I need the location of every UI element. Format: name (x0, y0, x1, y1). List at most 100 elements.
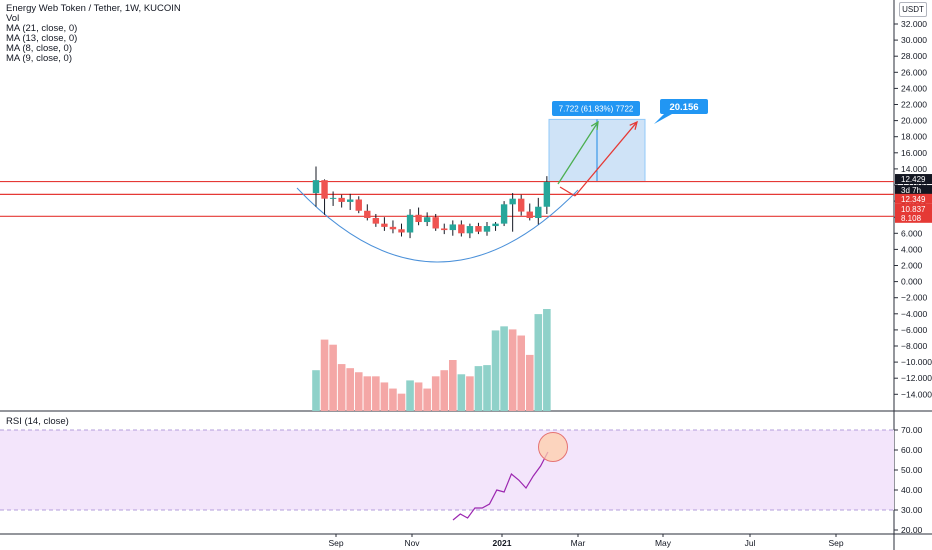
volume-bar (466, 376, 474, 411)
candle-body (432, 217, 439, 229)
volume-bar (329, 344, 337, 411)
volume-bar (320, 339, 329, 411)
rsi-tick-label: 30.00 (901, 505, 923, 515)
time-tick-label: Jul (745, 538, 756, 548)
candle-body (526, 211, 533, 219)
price-tick-label: −14.000 (901, 389, 932, 399)
price-tick-label: 26.000 (901, 67, 927, 77)
indicator-ma13[interactable]: MA (13, close, 0) (6, 33, 78, 44)
candle-body (518, 198, 525, 212)
price-tag-bg (895, 174, 932, 185)
volume-bar (508, 329, 517, 411)
volume-bar (312, 370, 320, 411)
candle-body (500, 204, 508, 224)
chart-legend: Energy Web Token / Tether, 1W, KUCOIN Vo… (6, 4, 181, 64)
rsi-tick-label: 60.00 (901, 445, 923, 455)
volume-bar (354, 372, 363, 411)
price-tick-label: 20.000 (901, 116, 927, 126)
indicator-ma8[interactable]: MA (8, close, 0) (6, 43, 72, 54)
candle-body (364, 210, 371, 219)
symbol-title: Energy Web Token / Tether, 1W, KUCOIN (6, 3, 181, 14)
target-callout-bg (660, 99, 708, 114)
rsi-highlight-circle (538, 432, 568, 462)
price-tag-bg (895, 193, 932, 204)
candle-body (475, 226, 482, 232)
candle-body (329, 197, 337, 199)
candle-body (458, 224, 465, 234)
price-tick-label: 12.000 (901, 180, 927, 190)
candle-body (355, 199, 362, 211)
time-tick-label: May (655, 538, 672, 548)
red-arrow-head (629, 120, 638, 130)
candle-body (492, 223, 499, 227)
rsi-legend[interactable]: RSI (14, close) (6, 416, 69, 427)
candle-body (423, 217, 431, 223)
indicator-vol[interactable]: Vol (6, 13, 20, 24)
indicator-ma9[interactable]: MA (9, close, 0) (6, 53, 72, 64)
volume-bar (491, 330, 500, 411)
red-arrow-leg (559, 186, 576, 197)
price-tick-label: −2.000 (901, 293, 928, 303)
volume-bar (380, 382, 389, 411)
candle-body (381, 223, 388, 227)
candle-body (535, 206, 542, 219)
volume-bar (372, 376, 380, 411)
candle-body (338, 197, 345, 202)
candle-body (372, 218, 380, 224)
volume-bar (500, 326, 508, 411)
price-tag: 3d 7h (901, 186, 921, 195)
price-tick-label: 6.000 (901, 228, 923, 238)
price-tick-label: −4.000 (901, 309, 928, 319)
price-tick-label: 22.000 (901, 100, 927, 110)
volume-bar (440, 370, 449, 411)
time-tick-label: Nov (404, 538, 420, 548)
red-arrow (574, 121, 638, 197)
green-arrow (557, 121, 599, 185)
indicator-ma21[interactable]: MA (21, close, 0) (6, 23, 78, 34)
volume-bar (474, 366, 483, 411)
candle-body (312, 180, 320, 194)
rsi-tick-label: 70.00 (901, 425, 923, 435)
price-tag-bg (895, 185, 932, 196)
time-tick-label: Mar (571, 538, 586, 548)
measure-label: 7.722 (61.83%) 7722 (559, 105, 634, 114)
volume-bar (483, 365, 491, 411)
price-tick-label: 2.000 (901, 261, 923, 271)
candle-body (321, 180, 328, 199)
volume-bar (431, 376, 440, 411)
rsi-tick-label: 20.00 (901, 525, 923, 535)
price-tag: 12.349 (901, 195, 926, 204)
volume-bar (534, 314, 543, 411)
volume-bar (397, 393, 406, 411)
target-label: 20.156 (669, 102, 698, 113)
volume-bar (389, 388, 397, 411)
currency-button[interactable]: USDT (899, 2, 927, 17)
candle-body (466, 226, 474, 234)
green-arrow-head (590, 120, 599, 131)
volume-bar (414, 382, 423, 411)
time-tick-label: Sep (328, 538, 343, 548)
rsi-band (0, 430, 894, 510)
price-tick-label: 14.000 (901, 164, 927, 174)
price-tick-label: −6.000 (901, 325, 928, 335)
price-tag: 8.108 (901, 214, 922, 223)
volume-bar (346, 368, 354, 411)
volume-bar (457, 374, 466, 411)
price-tag-bg (895, 212, 932, 223)
cup-arc (296, 187, 579, 263)
measure-label-bg (552, 101, 640, 116)
price-tick-label: 30.000 (901, 35, 927, 45)
time-tick-label: 2021 (493, 538, 512, 548)
price-tick-label: 28.000 (901, 51, 927, 61)
price-tick-label: 0.000 (901, 277, 923, 287)
volume-bar (449, 360, 457, 411)
volume-bar (423, 388, 431, 411)
candle-body (415, 214, 422, 223)
volume-bar (337, 364, 346, 411)
price-tick-label: 4.000 (901, 244, 923, 254)
candle-body (483, 226, 491, 232)
candle-body (449, 224, 456, 231)
candle-body (347, 199, 354, 202)
price-tag: 12.429 (901, 175, 926, 184)
